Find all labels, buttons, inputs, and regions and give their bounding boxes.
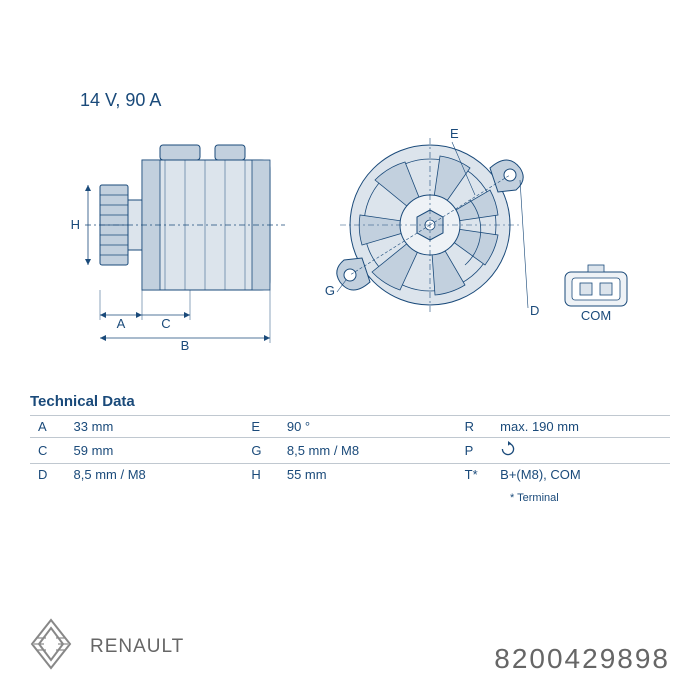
terminal-footnote: * Terminal xyxy=(510,492,559,504)
brand-block: RENAULT xyxy=(30,618,184,675)
table-cell-value: 33 mm xyxy=(66,416,244,438)
table-cell-value: max. 190 mm xyxy=(492,416,670,438)
table-cell-key: H xyxy=(243,464,279,486)
renault-logo-icon xyxy=(30,618,72,675)
table-cell-key: R xyxy=(457,416,493,438)
table-cell-value: 8,5 mm / M8 xyxy=(66,464,244,486)
table-cell-key: C xyxy=(30,438,66,464)
connector-label-com: COM xyxy=(581,308,611,323)
spec-rating: 14 V, 90 A xyxy=(80,90,161,111)
table-cell-value: B+(M8), COM xyxy=(492,464,670,486)
table-cell-value: 59 mm xyxy=(66,438,244,464)
table-cell-value: 90 ° xyxy=(279,416,457,438)
dim-label-D: D xyxy=(530,303,539,318)
tech-data-title: Technical Data xyxy=(30,393,135,410)
table-cell-value: 8,5 mm / M8 xyxy=(279,438,457,464)
table-cell-key: A xyxy=(30,416,66,438)
table-cell-key: E xyxy=(243,416,279,438)
dim-label-B: B xyxy=(181,338,190,350)
connector-diagram: COM xyxy=(565,265,627,323)
dim-label-C: C xyxy=(161,316,170,331)
alternator-side-view: H A C B xyxy=(71,145,285,350)
brand-name: RENAULT xyxy=(90,636,184,658)
table-cell-key: P xyxy=(457,438,493,464)
dim-label-A: A xyxy=(117,316,126,331)
tech-data-table: A33 mmE90 °Rmax. 190 mmC59 mmG8,5 mm / M… xyxy=(30,415,670,486)
table-cell-value: 55 mm xyxy=(279,464,457,486)
alternator-front-view: E G D xyxy=(325,126,540,318)
table-row: A33 mmE90 °Rmax. 190 mm xyxy=(30,416,670,438)
part-number: 8200429898 xyxy=(494,643,670,675)
dim-label-E: E xyxy=(450,126,459,141)
table-row: D8,5 mm / M8H55 mmT*B+(M8), COM xyxy=(30,464,670,486)
technical-drawings: H A C B xyxy=(60,120,640,350)
table-cell-key: T* xyxy=(457,464,493,486)
table-row: C59 mmG8,5 mm / M8P xyxy=(30,438,670,464)
table-cell-key: D xyxy=(30,464,66,486)
dim-label-H: H xyxy=(71,217,80,232)
table-cell-value xyxy=(492,438,670,464)
table-cell-key: G xyxy=(243,438,279,464)
dim-label-G: G xyxy=(325,283,335,298)
